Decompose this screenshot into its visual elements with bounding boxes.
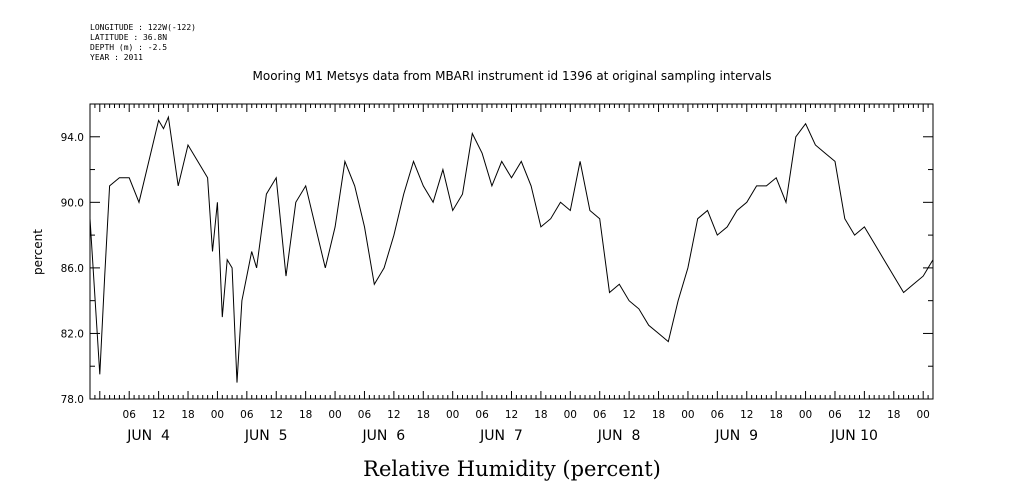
humidity-series-line bbox=[89, 115, 934, 383]
x-day-label: JUN 6 bbox=[362, 428, 406, 444]
x-hour-label: 18 bbox=[181, 409, 194, 421]
chart-title: Mooring M1 Metsys data from MBARI instru… bbox=[253, 69, 772, 83]
x-day-label: JUN 4 bbox=[126, 428, 170, 444]
x-hour-label: 12 bbox=[387, 409, 400, 421]
x-hour-label: 00 bbox=[799, 409, 812, 421]
x-hour-label: 18 bbox=[417, 409, 430, 421]
x-hour-label: 12 bbox=[858, 409, 871, 421]
x-hour-label: 06 bbox=[711, 409, 725, 421]
metadata-block: LONGITUDE : 122W(-122) LATITUDE : 36.8N … bbox=[90, 23, 196, 62]
x-hour-label: 00 bbox=[681, 409, 694, 421]
y-tick-label: 90.0 bbox=[61, 197, 84, 209]
y-axis: 78.0 82.0 86.0 90.0 94.0 bbox=[61, 103, 933, 406]
y-tick-label: 86.0 bbox=[61, 263, 84, 275]
y-tick-label: 94.0 bbox=[61, 132, 84, 144]
x-hour-label: 06 bbox=[475, 409, 489, 421]
x-hour-label: 18 bbox=[534, 409, 547, 421]
x-hour-label: 00 bbox=[328, 409, 341, 421]
x-day-label: JUN 8 bbox=[597, 428, 641, 444]
x-hour-label: 00 bbox=[564, 409, 577, 421]
x-axis: 06 12 18 00 06 12 18 00 06 12 18 00 06 12 18 00 06 12 18 00… bbox=[89, 104, 934, 444]
x-hour-label: 06 bbox=[828, 409, 842, 421]
x-hour-label: 18 bbox=[299, 409, 312, 421]
x-hour-label: 06 bbox=[593, 409, 607, 421]
x-hour-label: 12 bbox=[622, 409, 635, 421]
x-hour-label: 12 bbox=[270, 409, 283, 421]
x-hour-label: 18 bbox=[652, 409, 665, 421]
x-day-label: JUN 9 bbox=[714, 428, 758, 444]
x-hour-label: 06 bbox=[358, 409, 372, 421]
x-hour-label: 18 bbox=[769, 409, 782, 421]
x-hour-label: 00 bbox=[446, 409, 459, 421]
y-axis-label: percent bbox=[31, 229, 45, 275]
x-hour-label: 00 bbox=[211, 409, 224, 421]
meta-longitude: LONGITUDE : 122W(-122) bbox=[90, 23, 196, 32]
x-hour-label: 12 bbox=[505, 409, 518, 421]
x-day-label: JUN 5 bbox=[244, 428, 288, 444]
x-hour-label: 06 bbox=[123, 409, 137, 421]
x-day-label: JUN 10 bbox=[830, 428, 878, 444]
meta-year: YEAR : 2011 bbox=[90, 53, 143, 62]
y-tick-label: 82.0 bbox=[61, 328, 84, 340]
meta-depth: DEPTH (m) : -2.5 bbox=[90, 43, 167, 52]
x-hour-label: 12 bbox=[740, 409, 753, 421]
x-hour-label: 12 bbox=[152, 409, 165, 421]
x-day-label: JUN 7 bbox=[479, 428, 523, 444]
x-hour-label: 00 bbox=[917, 409, 930, 421]
x-hour-label: 18 bbox=[887, 409, 900, 421]
plot-frame bbox=[89, 103, 934, 400]
meta-latitude: LATITUDE : 36.8N bbox=[90, 33, 167, 42]
x-hour-label: 06 bbox=[240, 409, 254, 421]
x-axis-label: Relative Humidity (percent) bbox=[363, 457, 661, 481]
y-tick-label: 78.0 bbox=[61, 394, 84, 406]
